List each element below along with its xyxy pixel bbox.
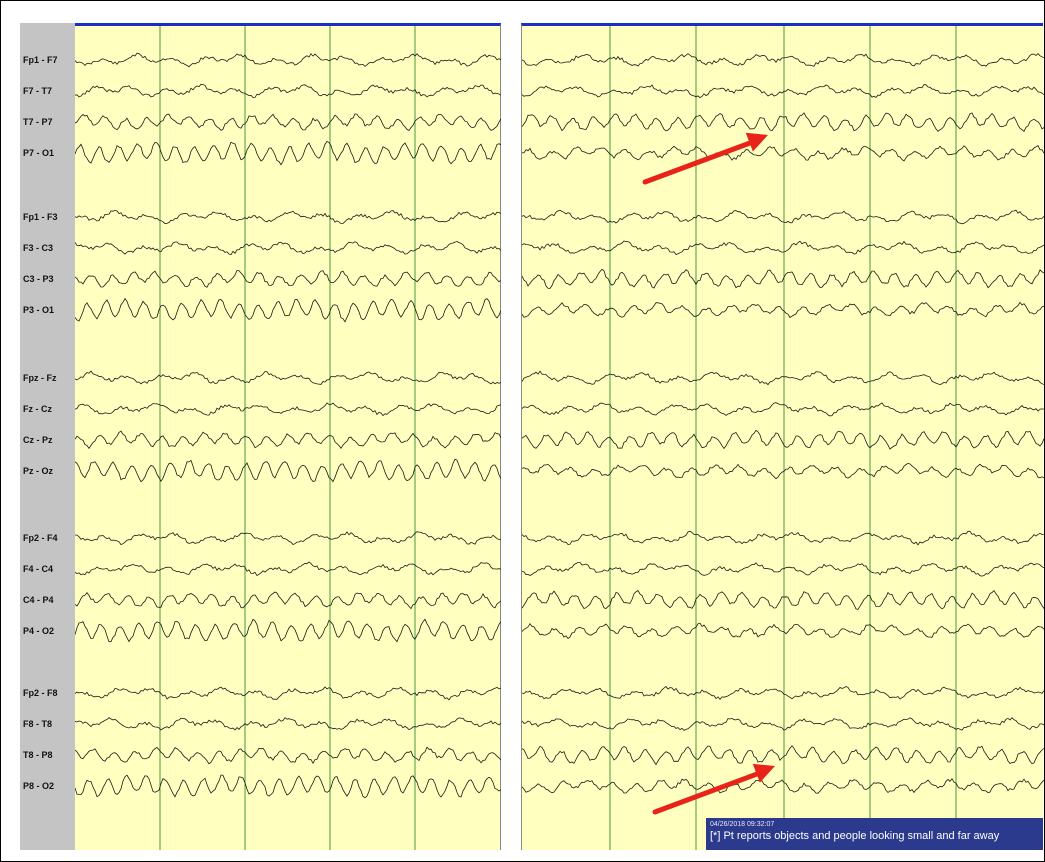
eeg-trace [75,591,501,610]
eeg-trace [75,52,501,68]
channel-label: F3 - C3 [23,243,54,253]
eeg-trace [522,301,1044,319]
eeg-trace [522,429,1044,450]
eeg-trace [75,774,501,799]
annotation-timestamp: 04/26/2018 09:32:07 [710,821,775,828]
eeg-trace [522,530,1044,546]
eeg-traces-left [75,26,501,850]
channel-label: Cz - Pz [23,435,53,445]
eeg-trace [522,145,1044,162]
eeg-trace [522,240,1044,255]
eeg-trace [522,685,1044,701]
channel-label: P8 - O2 [23,781,55,791]
eeg-trace [75,141,501,166]
channel-label: Pz - Oz [23,466,54,476]
eeg-trace [522,53,1044,67]
eeg-trace [75,717,501,731]
event-annotation[interactable]: 04/26/2018 09:32:07 [*] Pt reports objec… [706,818,1043,850]
eeg-trace [522,402,1044,417]
eeg-trace [522,268,1044,289]
eeg-traces-right [522,26,1044,850]
eeg-trace [522,589,1044,610]
channel-label: Fp1 - F3 [23,212,58,222]
eeg-trace [75,458,501,483]
channel-label: Fpz - Fz [23,373,57,383]
channel-label: P4 - O2 [23,626,55,636]
channel-label: F7 - T7 [23,86,53,96]
eeg-trace [522,209,1044,225]
eeg-trace [522,462,1044,480]
eeg-trace [522,717,1044,731]
channel-label: F4 - C4 [23,564,54,574]
eeg-trace [522,777,1044,794]
channel-label: Fp2 - F8 [23,688,58,698]
eeg-trace [522,745,1044,766]
eeg-trace [522,370,1044,386]
channel-label: C3 - P3 [23,274,54,284]
channel-label-column: Fp1 - F7 F7 - T7 T7 - P7 P7 - O1 Fp1 - F3 F3 … [20,23,75,850]
channel-label: P3 - O1 [23,305,55,315]
channel-label: Fp2 - F4 [23,533,58,543]
eeg-trace [75,297,501,323]
eeg-trace [522,84,1044,99]
annotation-text: [*] Pt reports objects and people lookin… [710,830,1000,842]
channel-label: T7 - P7 [23,117,53,127]
channel-label: P7 - O1 [23,148,55,158]
eeg-trace [75,113,501,132]
channel-label: C4 - P4 [23,595,54,605]
eeg-trace [75,402,501,417]
eeg-trace [75,209,501,225]
eeg-trace [75,686,501,701]
eeg-trace [522,622,1044,639]
channel-label: T8 - P8 [23,750,53,760]
eeg-trace [75,269,501,288]
eeg-trace [75,618,501,643]
eeg-trace [522,562,1044,577]
eeg-trace [75,430,501,450]
eeg-trace [75,83,501,99]
channel-label: Fz - Cz [23,404,52,414]
eeg-trace [522,112,1044,133]
channel-label: Fp1 - F7 [23,55,58,65]
eeg-trace [75,561,501,577]
eeg-trace [75,370,501,385]
channel-label: F8 - T8 [23,719,53,729]
eeg-panel-right[interactable] [521,23,1044,850]
eeg-trace [75,241,501,256]
eeg-trace [75,746,501,765]
eeg-trace [75,531,501,546]
eeg-panel-left[interactable] [75,23,501,850]
